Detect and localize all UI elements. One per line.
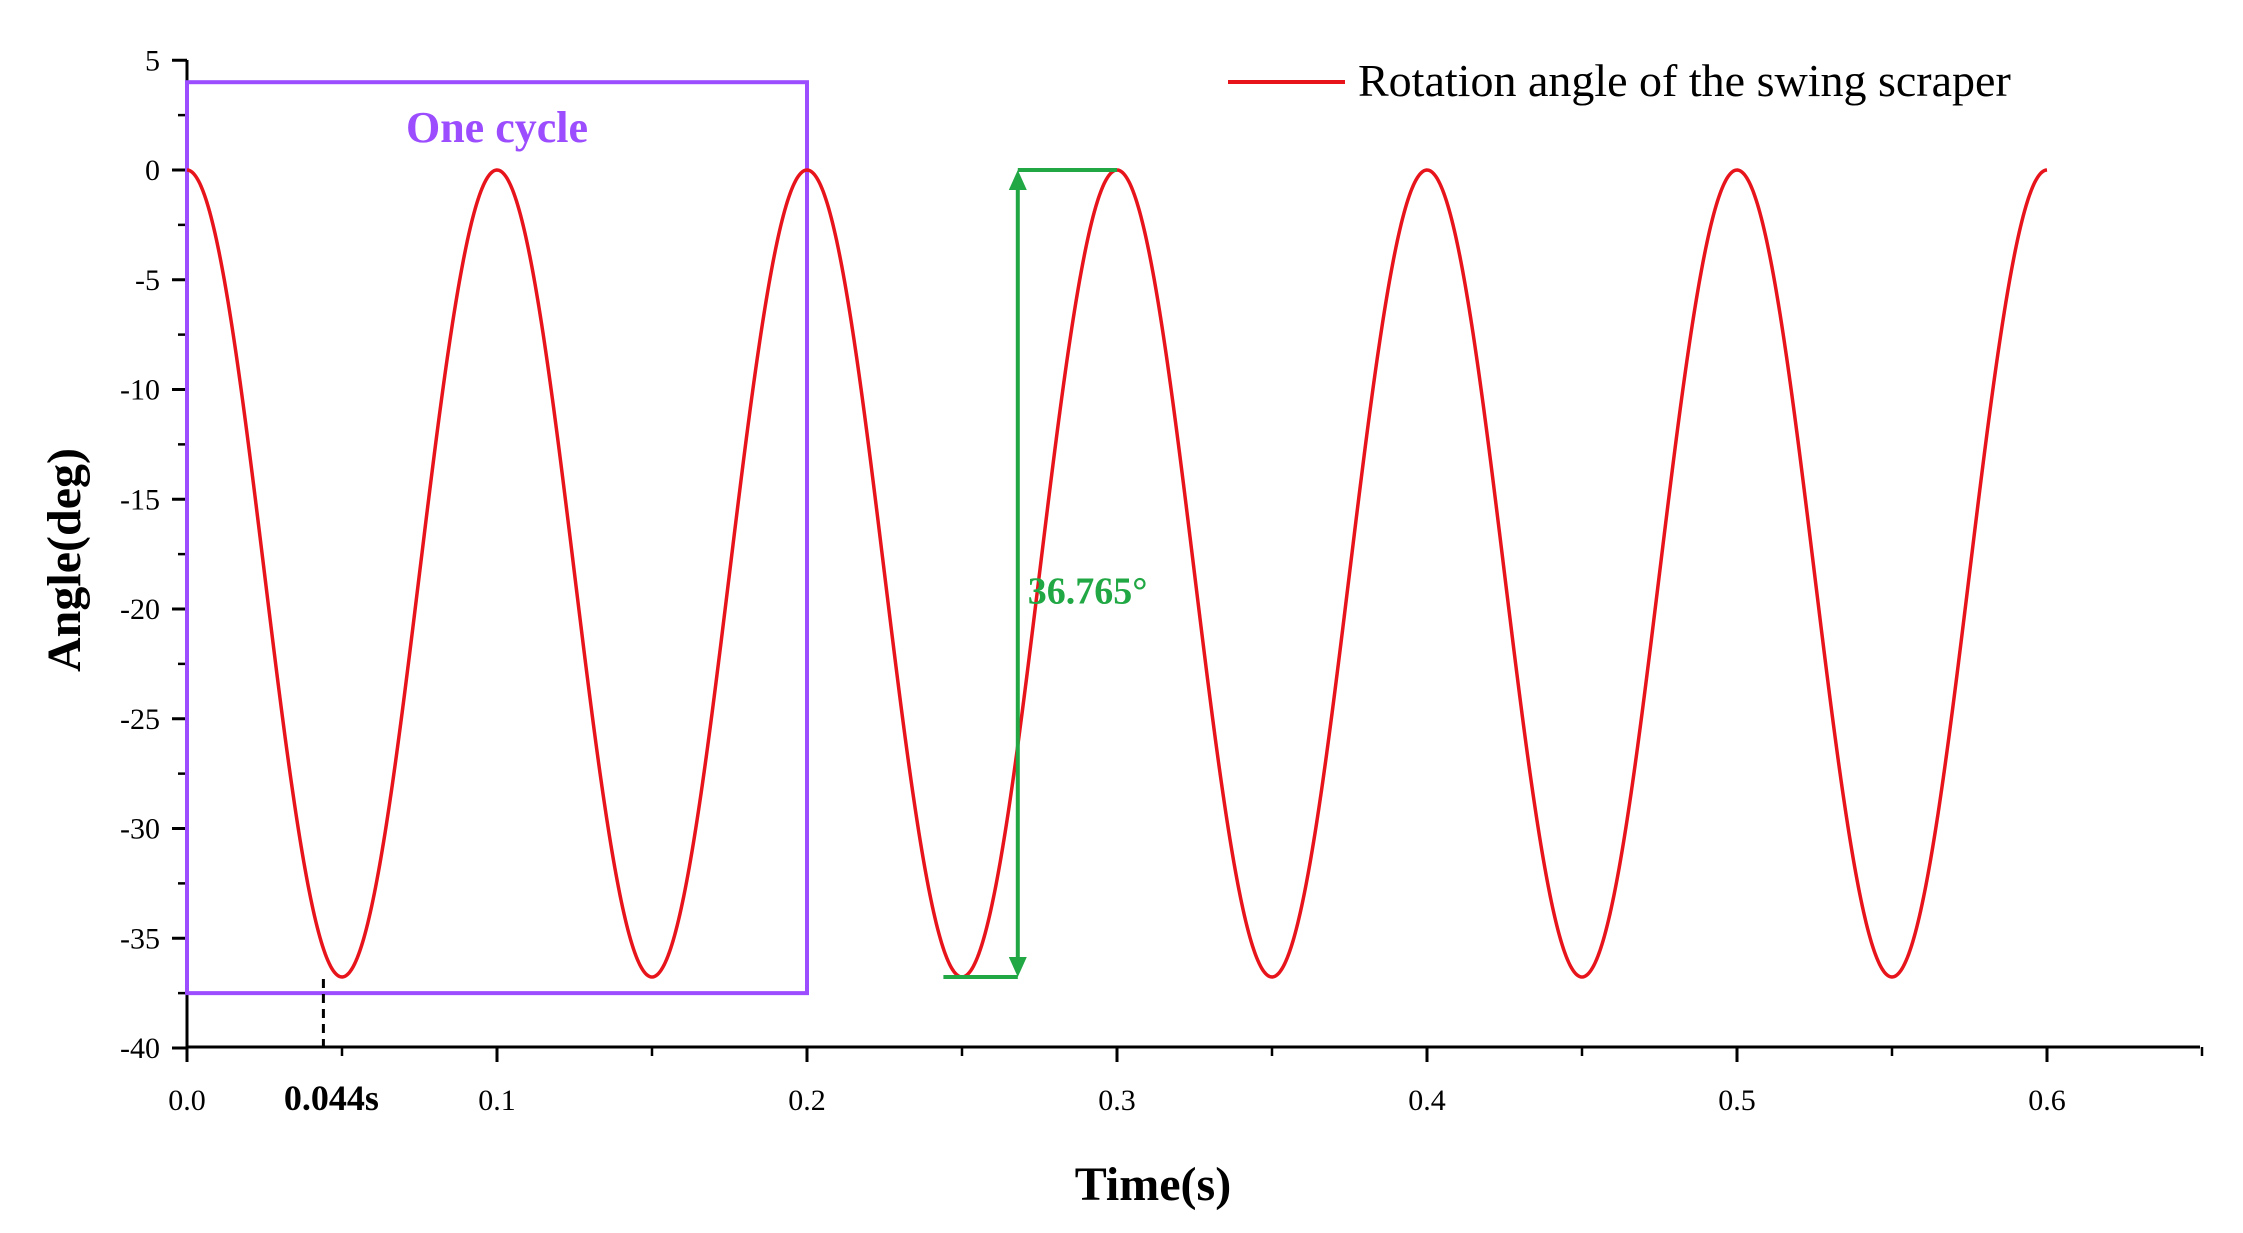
y-tick-label: -20	[120, 593, 160, 626]
y-tick-label: 5	[145, 44, 160, 77]
amplitude-arrow-head-down	[1008, 956, 1027, 977]
y-ticks: 5 0 -5 -10 -15 -20 -25 -30 -35 -40	[120, 44, 187, 1065]
y-axis-title: Angle(deg)	[38, 448, 91, 672]
x-axis-title: Time(s)	[1075, 1158, 1231, 1211]
amplitude-annotation: 36.765°	[943, 168, 1148, 979]
x-tick-label: 0.4	[1408, 1084, 1446, 1117]
y-tick-label: -40	[120, 1032, 160, 1065]
y-tick-label: -15	[120, 483, 160, 516]
x-tick-label: 0.3	[1098, 1084, 1136, 1117]
amplitude-label: 36.765°	[1028, 570, 1148, 612]
y-tick-label: -10	[120, 374, 160, 407]
one-cycle-box	[185, 80, 809, 996]
x-tick-label: 0.0	[168, 1084, 206, 1117]
y-tick-label: -5	[135, 264, 160, 297]
y-tick-label: 0	[145, 154, 160, 187]
x-tick-label: 0.6	[2028, 1084, 2066, 1117]
x-tick-label: 0.2	[788, 1084, 826, 1117]
amplitude-arrow-head-up	[1008, 170, 1027, 190]
legend: Rotation angle of the swing scraper	[1228, 55, 2011, 106]
y-tick-label: -30	[120, 813, 160, 846]
legend-label: Rotation angle of the swing scraper	[1358, 55, 2011, 106]
y-tick-label: -25	[120, 703, 160, 736]
x-tick-label: 0.5	[1718, 1084, 1756, 1117]
y-tick-label: -35	[120, 922, 160, 955]
min-time-label: 0.044s	[284, 1078, 379, 1118]
x-tick-label: 0.1	[478, 1084, 516, 1117]
x-ticks: 0.0 0.1 0.2 0.3 0.4 0.5 0.6	[168, 1047, 2204, 1117]
one-cycle-label: One cycle	[406, 103, 588, 152]
